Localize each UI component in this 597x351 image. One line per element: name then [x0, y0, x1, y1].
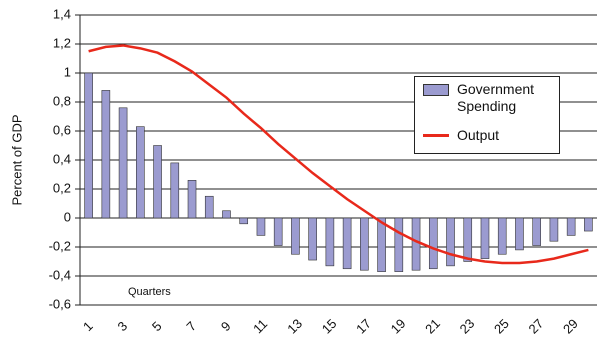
bar	[342, 217, 352, 270]
bar	[394, 217, 404, 272]
legend-item: Output	[423, 127, 557, 144]
legend-swatch	[423, 84, 449, 96]
legend: Government Spending Output	[414, 76, 560, 154]
bar	[187, 180, 197, 219]
x-tick-label: 25	[491, 316, 512, 337]
bar	[273, 217, 283, 246]
y-tick-label: 0,4	[53, 151, 71, 166]
y-tick-label: 1	[64, 64, 71, 79]
bar	[239, 217, 249, 225]
bar	[222, 210, 231, 219]
y-tick-label: 1,4	[53, 6, 71, 21]
bar	[204, 195, 214, 219]
y-tick-label: -0,6	[49, 296, 71, 311]
x-tick-label: 23	[457, 316, 478, 337]
bar	[308, 217, 317, 261]
x-tick-label: 15	[319, 316, 340, 337]
legend-label: Output	[457, 127, 500, 143]
bar	[101, 90, 111, 219]
x-tick-label: 27	[526, 316, 547, 337]
bar	[291, 217, 300, 255]
annotation: Quarters	[128, 286, 171, 298]
bar	[256, 217, 266, 236]
x-tick-label: 11	[250, 316, 270, 336]
bar	[153, 145, 162, 219]
legend-item: Government Spending	[423, 81, 557, 115]
y-tick-label: 0,8	[53, 93, 71, 108]
y-tick-label: -0,4	[49, 267, 71, 282]
bar	[480, 217, 490, 259]
x-tick-label: 7	[183, 318, 199, 334]
bar	[532, 217, 541, 246]
x-tick-label: 19	[388, 316, 409, 337]
x-tick-label: 3	[114, 318, 130, 334]
y-tick-label: 1,2	[53, 35, 71, 50]
bar	[411, 217, 421, 271]
y-axis-label: Percent of GDP	[9, 114, 24, 205]
x-tick-label: 1	[80, 318, 96, 334]
bar	[325, 217, 335, 267]
bar	[118, 107, 128, 219]
bar	[463, 217, 473, 262]
x-tick-label: 13	[284, 316, 305, 337]
y-tick-label: 0,6	[53, 122, 71, 137]
bar	[428, 217, 438, 270]
x-tick-label: 9	[218, 318, 234, 334]
legend-swatch	[423, 134, 449, 137]
legend-label: Government Spending	[457, 81, 535, 114]
x-tick-label: 21	[422, 316, 443, 337]
y-tick-label: 0	[64, 209, 71, 224]
x-tick-label: 5	[149, 318, 165, 334]
bar	[136, 126, 145, 219]
bar	[446, 217, 455, 267]
x-tick-label: 29	[560, 316, 581, 337]
y-tick-label: -0,2	[49, 238, 71, 253]
line	[88, 44, 589, 265]
bar	[170, 162, 180, 219]
x-tick-label: 17	[353, 316, 374, 337]
bar	[515, 217, 524, 251]
y-tick-label: 0,2	[53, 180, 71, 195]
bar	[584, 217, 593, 232]
bar	[549, 217, 559, 242]
bar	[84, 72, 93, 219]
bar	[566, 217, 576, 236]
bar	[360, 217, 369, 271]
bar	[377, 217, 386, 272]
bar	[497, 217, 507, 255]
